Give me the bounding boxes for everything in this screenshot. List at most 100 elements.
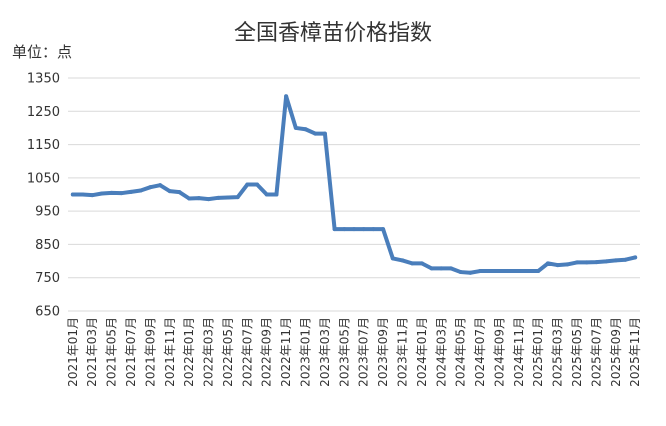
data-point — [99, 191, 104, 196]
x-tick-label: 2021年09月 — [143, 317, 157, 387]
data-point — [187, 196, 192, 201]
data-point — [90, 193, 95, 198]
data-point — [332, 227, 337, 232]
x-tick-label: 2025年07月 — [589, 317, 603, 387]
x-tick-label: 2022年11月 — [279, 317, 293, 387]
x-tick-label: 2024年03月 — [434, 317, 448, 387]
x-tick-label: 2025年01月 — [531, 317, 545, 387]
data-point — [196, 196, 201, 201]
x-tick-label: 2025年11月 — [628, 317, 642, 387]
data-point — [342, 227, 347, 232]
y-axis-ticks: 650 750 850 950 1050 1150 1250 1350 — [27, 72, 60, 320]
x-tick-label: 2021年11月 — [163, 317, 177, 387]
x-tick-label: 2025年03月 — [551, 317, 565, 387]
data-point — [536, 269, 541, 274]
y-tick-label: 1250 — [27, 105, 60, 120]
data-point — [565, 262, 570, 267]
x-tick-label: 2024年11月 — [512, 317, 526, 387]
data-point — [138, 188, 143, 193]
data-point — [216, 195, 221, 200]
x-tick-label: 2022年09月 — [260, 317, 274, 387]
data-point — [390, 256, 395, 261]
data-point — [574, 260, 579, 265]
x-tick-label: 2022年03月 — [202, 317, 216, 387]
unit-label: 单位：点 — [12, 43, 72, 61]
x-tick-label: 2021年05月 — [105, 317, 119, 387]
data-point — [545, 261, 550, 266]
data-point — [274, 192, 279, 197]
data-point — [487, 269, 492, 274]
series-line — [70, 94, 638, 275]
data-point — [322, 131, 327, 136]
data-point — [303, 127, 308, 132]
data-point — [148, 185, 153, 190]
data-point — [255, 182, 260, 187]
data-point — [129, 189, 134, 194]
data-point — [264, 192, 269, 197]
x-tick-label: 2025年05月 — [570, 317, 584, 387]
x-tick-label: 2023年03月 — [318, 317, 332, 387]
x-tick-label: 2022年07月 — [240, 317, 254, 387]
data-point — [410, 261, 415, 266]
series-layer — [70, 94, 638, 275]
x-tick-label: 2025年09月 — [609, 317, 623, 387]
data-point — [70, 192, 75, 197]
data-point — [623, 257, 628, 262]
x-tick-label: 2024年07月 — [473, 317, 487, 387]
data-point — [613, 258, 618, 263]
chart-title: 全国香樟苗价格指数 — [234, 21, 432, 46]
data-point — [293, 125, 298, 130]
data-point — [206, 197, 211, 202]
data-point — [225, 195, 230, 200]
y-tick-label: 1050 — [27, 171, 60, 186]
y-tick-label: 1150 — [27, 138, 60, 153]
y-tick-label: 950 — [35, 205, 60, 220]
y-tick-label: 1350 — [27, 72, 60, 87]
y-tick-label: 750 — [35, 271, 60, 286]
x-tick-label: 2023年11月 — [395, 317, 409, 387]
data-point — [468, 270, 473, 275]
data-point — [439, 266, 444, 271]
x-tick-label: 2023年05月 — [337, 317, 351, 387]
data-point — [400, 258, 405, 263]
x-tick-label: 2022年05月 — [221, 317, 235, 387]
x-axis-ticks: 2021年01月 2021年03月 2021年05月 2021年07月 2021年09月… — [66, 317, 642, 387]
data-point — [109, 190, 114, 195]
y-tick-label: 850 — [35, 238, 60, 253]
data-point — [507, 269, 512, 274]
data-point — [245, 182, 250, 187]
data-point — [352, 227, 356, 232]
data-point — [555, 263, 560, 268]
data-point — [604, 259, 609, 264]
x-tick-label: 2024年09月 — [492, 317, 506, 387]
data-point — [633, 255, 638, 260]
data-point — [419, 261, 424, 266]
data-point — [167, 189, 172, 194]
x-tick-label: 2021年03月 — [85, 317, 99, 387]
data-point — [284, 94, 289, 99]
data-point — [497, 269, 502, 274]
x-tick-label: 2024年01月 — [415, 317, 429, 387]
data-point — [313, 131, 318, 136]
x-tick-label: 2023年09月 — [376, 317, 390, 387]
data-point — [448, 266, 453, 271]
data-point — [526, 269, 531, 274]
x-tick-label: 2022年01月 — [182, 317, 196, 387]
data-point — [177, 190, 182, 195]
data-point — [478, 269, 483, 274]
x-tick-label: 2021年07月 — [124, 317, 138, 387]
x-tick-label: 2021年01月 — [66, 317, 80, 387]
data-point — [158, 183, 163, 188]
data-point — [361, 227, 366, 232]
grid-lines — [68, 77, 640, 312]
data-point — [371, 227, 376, 232]
data-point — [119, 191, 124, 196]
data-point — [235, 195, 240, 200]
data-point — [594, 260, 599, 265]
x-tick-label: 2024年05月 — [454, 317, 468, 387]
data-point — [516, 269, 521, 274]
data-point — [584, 260, 589, 265]
data-point — [429, 266, 434, 271]
x-tick-label: 2023年01月 — [299, 317, 313, 387]
